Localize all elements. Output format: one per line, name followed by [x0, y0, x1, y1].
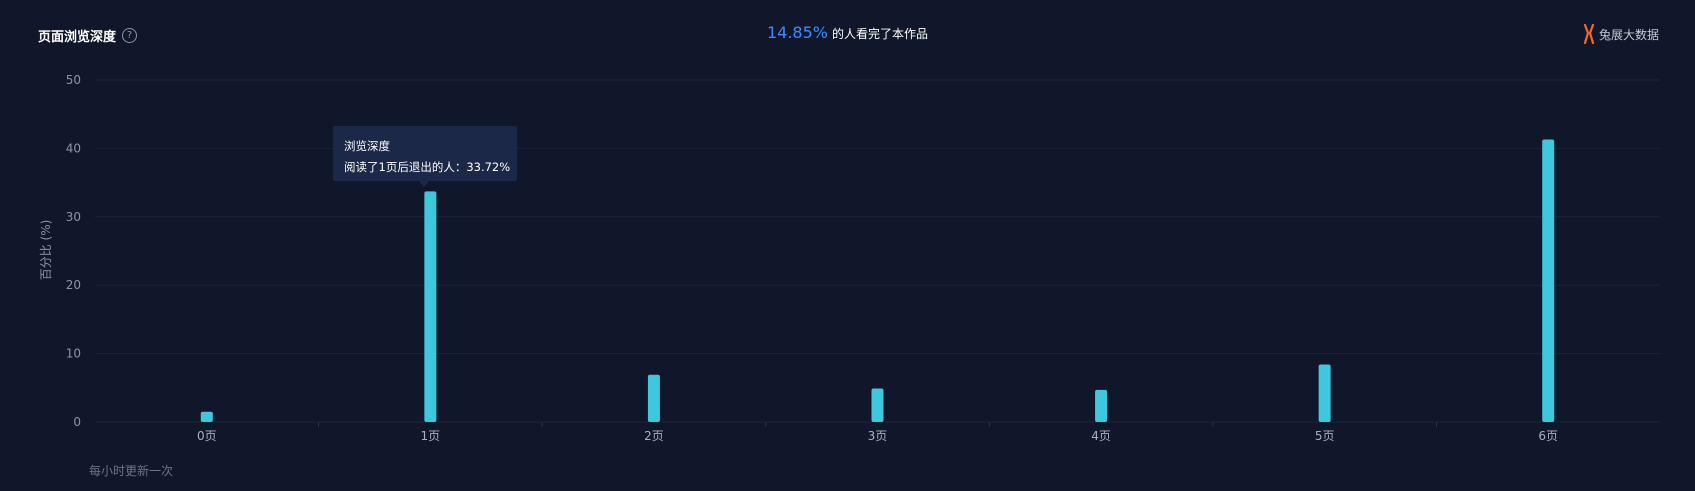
completion-summary: 14.85% 的人看完了本作品	[0, 23, 1695, 42]
x-tick-label: 0页	[197, 429, 217, 443]
y-tick-label: 50	[66, 73, 81, 87]
update-frequency-note: 每小时更新一次	[89, 464, 174, 478]
y-tick-label: 30	[66, 210, 81, 224]
bar-2	[647, 374, 660, 422]
y-axis-label: 百分比 (%)	[39, 220, 53, 281]
completion-percentage: 14.85%	[766, 23, 828, 42]
bar-0	[200, 411, 213, 422]
completion-text: 的人看完了本作品	[832, 27, 929, 41]
chart-tooltip: 浏览深度 阅读了1页后退出的人：33.72%	[333, 126, 517, 187]
y-tick-label: 0	[73, 415, 81, 429]
chart-grid	[95, 79, 1660, 427]
bar-5	[1318, 364, 1331, 422]
x-tick-label: 3页	[868, 429, 888, 443]
page-title: 页面浏览深度 ?	[38, 26, 138, 45]
y-tick-label: 10	[66, 347, 81, 361]
rabbit-logo-icon	[1583, 24, 1595, 44]
bar-4	[1095, 389, 1108, 422]
brand-logo: 兔展大数据	[1581, 24, 1659, 44]
tooltip-title: 浏览深度	[344, 139, 390, 153]
bar-3	[871, 388, 884, 422]
bar-6	[1542, 139, 1555, 422]
x-tick-label: 5页	[1315, 429, 1335, 443]
tooltip-value: 阅读了1页后退出的人：33.72%	[344, 160, 511, 174]
bar-1	[424, 191, 437, 422]
y-tick-label: 20	[66, 278, 81, 292]
x-tick-label: 2页	[644, 429, 664, 443]
x-axis-tick-labels: 0页 1页 2页 3页 4页 5页 6页	[197, 429, 1558, 443]
question-circle-icon[interactable]: ?	[122, 28, 138, 43]
x-tick-label: 4页	[1091, 429, 1111, 443]
y-axis-tick-labels: 0 10 20 30 40 50	[66, 73, 81, 429]
x-tick-label: 6页	[1538, 429, 1558, 443]
x-tick-label: 1页	[421, 429, 441, 443]
brand-name: 兔展大数据	[1598, 27, 1659, 42]
page-title-label: 页面浏览深度	[38, 30, 117, 45]
y-tick-label: 40	[66, 141, 81, 155]
chart-bars	[200, 139, 1555, 422]
